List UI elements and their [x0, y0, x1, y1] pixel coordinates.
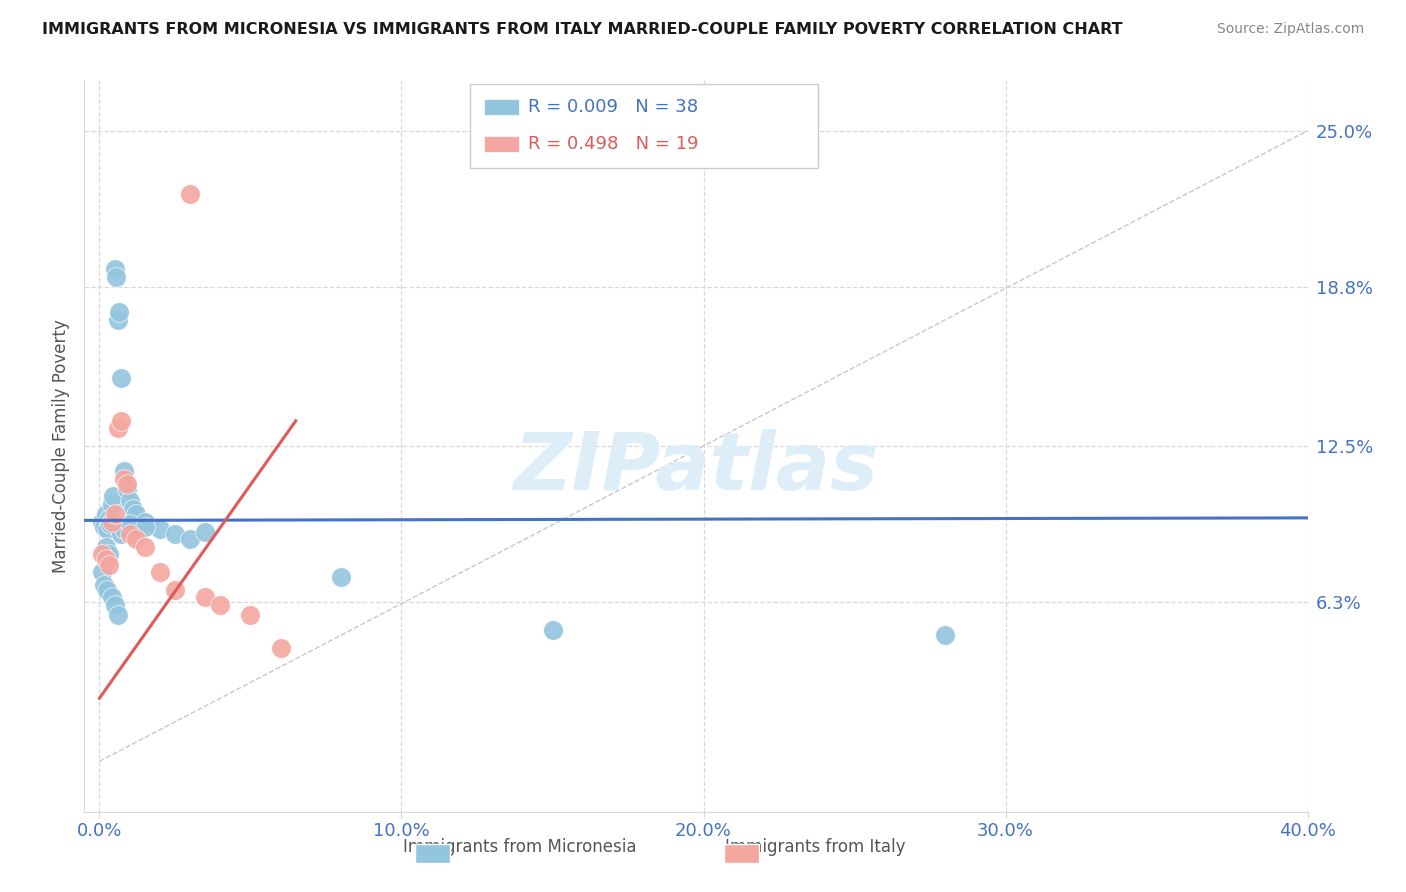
- Y-axis label: Married-Couple Family Poverty: Married-Couple Family Poverty: [52, 319, 70, 573]
- Point: [163, 582, 186, 597]
- Point: [149, 522, 172, 536]
- Text: Immigrants from Italy: Immigrants from Italy: [725, 838, 905, 856]
- Text: Immigrants from Micronesia: Immigrants from Micronesia: [404, 838, 637, 856]
- Point: [194, 524, 217, 539]
- Point: [93, 578, 115, 592]
- Point: [118, 494, 141, 508]
- Point: [100, 515, 122, 529]
- FancyBboxPatch shape: [484, 136, 519, 152]
- Point: [98, 517, 121, 532]
- Text: R = 0.009   N = 38: R = 0.009 N = 38: [529, 98, 699, 116]
- Point: [112, 464, 135, 478]
- Point: [209, 598, 232, 612]
- Point: [239, 607, 262, 622]
- Point: [94, 552, 117, 566]
- FancyBboxPatch shape: [484, 99, 519, 115]
- Point: [121, 502, 143, 516]
- Point: [194, 591, 217, 605]
- Point: [94, 507, 117, 521]
- Point: [125, 507, 148, 521]
- Point: [110, 414, 132, 428]
- Point: [110, 527, 132, 541]
- Point: [118, 527, 141, 541]
- Point: [330, 570, 353, 584]
- Point: [134, 515, 156, 529]
- Point: [93, 519, 115, 533]
- Point: [115, 476, 138, 491]
- Point: [108, 305, 131, 319]
- Point: [118, 517, 141, 532]
- Point: [103, 507, 125, 521]
- Point: [115, 482, 138, 496]
- Point: [107, 313, 129, 327]
- Point: [91, 515, 114, 529]
- Point: [97, 558, 120, 572]
- Point: [179, 186, 201, 201]
- Point: [97, 512, 120, 526]
- Point: [91, 548, 114, 562]
- Point: [94, 540, 117, 554]
- Point: [112, 472, 135, 486]
- Point: [107, 607, 129, 622]
- Point: [96, 522, 118, 536]
- Point: [101, 490, 124, 504]
- Point: [100, 497, 122, 511]
- Point: [107, 421, 129, 435]
- Point: [91, 565, 114, 579]
- Point: [134, 540, 156, 554]
- Text: R = 0.498   N = 19: R = 0.498 N = 19: [529, 135, 699, 153]
- Point: [163, 527, 186, 541]
- Text: Source: ZipAtlas.com: Source: ZipAtlas.com: [1216, 22, 1364, 37]
- Point: [541, 623, 564, 637]
- Text: IMMIGRANTS FROM MICRONESIA VS IMMIGRANTS FROM ITALY MARRIED-COUPLE FAMILY POVERT: IMMIGRANTS FROM MICRONESIA VS IMMIGRANTS…: [42, 22, 1123, 37]
- Point: [112, 522, 135, 536]
- Point: [270, 640, 292, 655]
- Point: [179, 533, 201, 547]
- Point: [125, 533, 148, 547]
- Point: [96, 582, 118, 597]
- Point: [103, 598, 125, 612]
- Point: [110, 371, 132, 385]
- FancyBboxPatch shape: [470, 84, 818, 168]
- Point: [105, 270, 128, 285]
- Point: [100, 591, 122, 605]
- Point: [97, 548, 120, 562]
- Point: [134, 519, 156, 533]
- Text: ZIPatlas: ZIPatlas: [513, 429, 879, 507]
- Point: [934, 628, 956, 642]
- Point: [103, 262, 125, 277]
- Point: [149, 565, 172, 579]
